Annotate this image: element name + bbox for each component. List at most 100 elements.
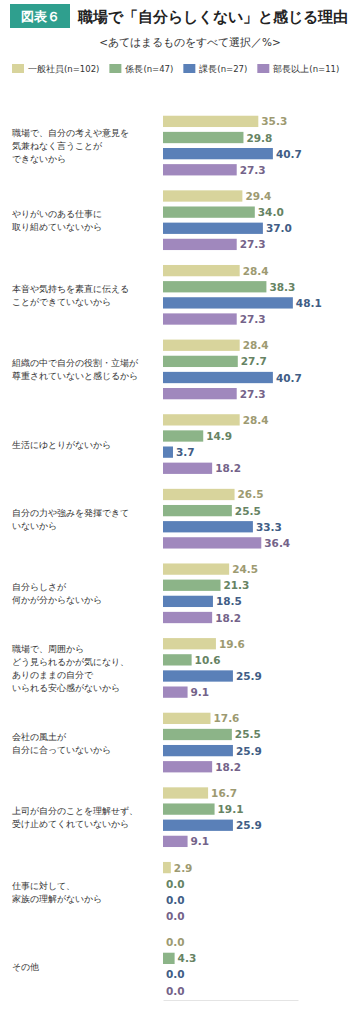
category-label: 組織の中で自分の役割・立場が尊重されていないと感じるから <box>11 357 139 381</box>
category-label: 仕事に対して、家族の理解がないから <box>12 880 102 904</box>
data-label: 35.3 <box>261 115 287 127</box>
data-label: 18.2 <box>215 462 241 474</box>
data-label: 36.4 <box>264 537 290 549</box>
data-label: 0.0 <box>166 910 185 922</box>
bar <box>163 223 263 234</box>
data-label: 34.0 <box>258 206 284 218</box>
category-line: 生活にゆとりがないから <box>12 439 111 450</box>
bar <box>163 116 258 127</box>
category-label: その他 <box>12 961 39 972</box>
bars <box>163 116 293 964</box>
bar <box>163 937 164 948</box>
data-label: 48.1 <box>296 297 322 309</box>
bar <box>163 878 164 889</box>
badge: 図表６ <box>21 9 60 24</box>
data-label: 26.5 <box>238 488 264 500</box>
bar <box>163 164 237 175</box>
data-label: 27.3 <box>240 313 266 325</box>
bar <box>163 372 273 383</box>
data-label: 27.3 <box>240 238 266 250</box>
legend-label: 部長以上(n=11) <box>273 64 339 74</box>
category-line: 職場で、自分の考えや意見を <box>12 127 129 138</box>
bar <box>163 537 261 548</box>
category-line: 仕事に対して、 <box>12 880 75 891</box>
category-label: やりがいのある仕事に取り組めていないから <box>12 208 102 232</box>
subtitle: <あてはまるものをすべて選択／%> <box>99 36 281 49</box>
data-label: 25.9 <box>236 819 262 831</box>
data-label: 25.5 <box>235 728 261 740</box>
category-label: 会社の風土が自分に合っていないから <box>12 731 111 755</box>
category-label: 自分らしさが何かが分からないから <box>12 581 102 605</box>
data-label: 19.6 <box>219 638 245 650</box>
axis-line <box>164 1000 299 1001</box>
bar <box>163 313 237 324</box>
bar <box>163 670 233 681</box>
bar <box>163 612 212 623</box>
data-label: 0.0 <box>166 936 185 948</box>
bar <box>163 820 233 831</box>
category-labels: 職場で、自分の考えや意見を気兼ねなく言うことができないからやりがいのある仕事に取… <box>11 127 139 972</box>
category-line: やりがいのある仕事に <box>12 208 102 219</box>
data-label: 25.9 <box>236 745 262 757</box>
data-label: 24.5 <box>232 563 258 575</box>
category-line: 受け止めてくれていないから <box>12 818 129 829</box>
data-label: 40.7 <box>276 372 302 384</box>
badge-bg <box>10 4 70 28</box>
data-label: 27.3 <box>240 164 266 176</box>
legend-label: 課長(n=27) <box>199 64 247 74</box>
bar <box>163 430 203 441</box>
data-label: 28.4 <box>243 339 269 351</box>
data-label: 25.9 <box>236 670 262 682</box>
category-line: 本音や気持ちを素直に伝える <box>12 283 129 294</box>
bar <box>163 563 229 574</box>
bar <box>163 686 188 697</box>
bar <box>163 206 255 217</box>
data-label: 2.9 <box>174 862 193 874</box>
data-label: 33.3 <box>256 521 282 533</box>
bar <box>163 761 212 772</box>
legend-label: 係長(n=47) <box>125 64 173 74</box>
bar <box>163 340 240 351</box>
x-axis <box>164 1000 299 1001</box>
data-label: 3.7 <box>176 446 195 458</box>
data-label: 28.4 <box>243 414 269 426</box>
bar <box>163 729 232 740</box>
category-line: 気兼ねなく言うことが <box>12 140 103 151</box>
category-label: 生活にゆとりがないから <box>12 439 111 450</box>
data-label: 38.3 <box>269 281 295 293</box>
data-label: 4.3 <box>178 952 197 964</box>
category-line: 尊重されていないと感じるから <box>12 370 138 381</box>
bar <box>163 521 253 532</box>
bar <box>163 787 208 798</box>
data-label: 14.9 <box>206 430 232 442</box>
data-label: 0.0 <box>166 985 185 997</box>
category-line: 自分の力や強みを発揮できて <box>12 507 129 518</box>
category-label: 職場で、周囲からどう見られるかが気になり、ありのままの自分でいられる安心感がない… <box>12 643 129 693</box>
data-label: 29.4 <box>245 190 271 202</box>
legend-swatch <box>257 64 269 73</box>
category-line: できないから <box>12 153 66 164</box>
bar <box>163 265 240 276</box>
title: 職場で「自分らしくない」と感じる理由 <box>77 9 348 25</box>
data-label: 28.4 <box>243 265 269 277</box>
bar <box>163 654 192 665</box>
bar <box>163 596 213 607</box>
category-label: 上司が自分のことを理解せず、受け止めてくれていないから <box>12 805 138 829</box>
category-line: 会社の風土が <box>12 731 67 742</box>
category-line: どう見られるかが気になり、 <box>12 656 129 667</box>
legend-swatch <box>183 64 195 73</box>
bar <box>163 239 237 250</box>
bar <box>163 969 164 980</box>
data-label: 0.0 <box>166 968 185 980</box>
category-line: 組織の中で自分の役割・立場が <box>11 357 139 368</box>
data-labels: 35.329.428.428.428.426.524.519.617.616.7… <box>166 115 322 996</box>
category-label: 本音や気持ちを素直に伝えることができていないから <box>12 283 129 307</box>
bar <box>163 505 232 516</box>
data-label: 27.3 <box>240 388 266 400</box>
bar <box>163 713 211 724</box>
bar <box>163 489 235 500</box>
bar <box>163 745 233 756</box>
category-line: ことができていないから <box>12 296 111 307</box>
bar <box>163 446 173 457</box>
data-label: 19.1 <box>218 803 244 815</box>
